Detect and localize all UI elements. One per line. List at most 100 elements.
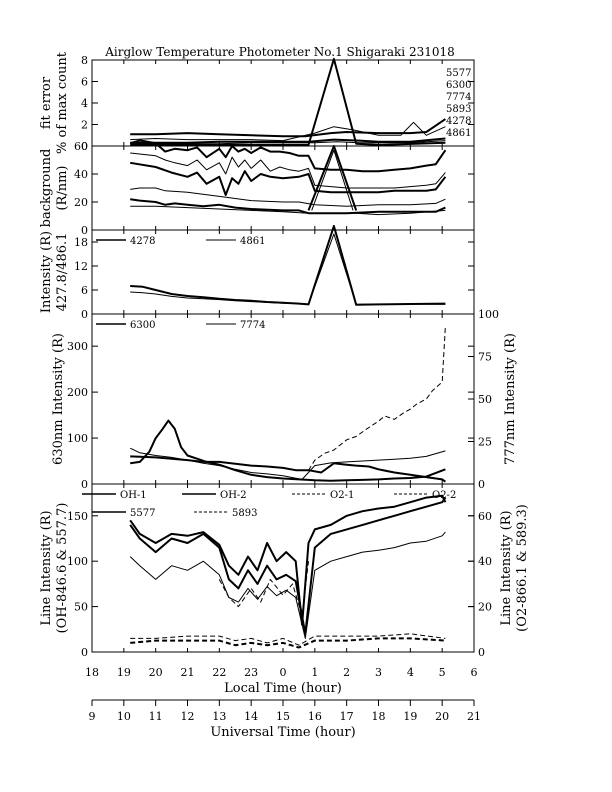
legend-label-O2-1: O2-1 <box>330 490 354 501</box>
y-tick-label-intensity4278: 12 <box>74 260 88 273</box>
lt-tick-label: 4 <box>407 666 414 679</box>
ut-tick-label: 12 <box>181 710 195 723</box>
y-tick-label-background: 20 <box>74 196 88 209</box>
y-tick-label-right-lineintensity: 0 <box>478 646 485 659</box>
lt-tick-label: 5 <box>439 666 446 679</box>
legend-label-5893: 5893 <box>232 508 257 519</box>
series-line-intensity4278-4278 <box>130 225 446 306</box>
lt-tick-label: 22 <box>212 666 226 679</box>
legend-label-5893: 5893 <box>446 104 471 115</box>
lt-tick-label: 0 <box>280 666 287 679</box>
y-tick-label-background: 60 <box>74 140 88 153</box>
legend-label-4861: 4861 <box>240 236 265 247</box>
y-tick-label-fiterror: 4 <box>81 97 88 110</box>
y-tick-label-intensity630: 300 <box>67 340 88 353</box>
y-tick-label-right-lineintensity: 40 <box>478 555 492 568</box>
series-line-intensity630-7774 <box>308 325 446 471</box>
lt-tick-label: 21 <box>181 666 195 679</box>
ut-tick-label: 10 <box>117 710 131 723</box>
series-line-intensity630-second-thick <box>130 455 446 483</box>
y-tick-label-intensity4278: 6 <box>81 284 88 297</box>
series-line-background-d <box>130 187 446 207</box>
y-axis-label-intensity4278: Intensity (R) <box>39 231 54 313</box>
series-line-lineintensity-OH-2 <box>129 531 446 639</box>
ut-tick-label: 13 <box>212 710 226 723</box>
legend-label-7774: 7774 <box>240 320 265 331</box>
y-tick-label-fiterror: 0 <box>81 140 88 153</box>
series-line-background-e <box>130 198 446 215</box>
legend-label-4278: 4278 <box>130 236 155 247</box>
y-axis-label-fiterror: % of max count <box>55 51 70 154</box>
series-line-lineintensity-O2-2 <box>130 633 446 646</box>
legend-label-6300: 6300 <box>130 320 155 331</box>
series-line-fiterror-4278 <box>130 57 446 146</box>
y-tick-label-fiterror: 2 <box>81 119 88 132</box>
y-tick-label-fiterror: 8 <box>81 54 88 67</box>
y-axis-label-fiterror: fit error <box>39 76 54 129</box>
ut-tick-label: 20 <box>435 710 449 723</box>
panel-frames <box>91 59 475 706</box>
lt-tick-label: 23 <box>244 666 258 679</box>
legend-label-5577: 5577 <box>130 508 155 519</box>
series-line-intensity4278-4861 <box>130 233 446 305</box>
y-tick-label-background: 40 <box>74 168 88 181</box>
y-axis-label-right-lineintensity: (O2-866.1 & 589.3) <box>515 504 530 632</box>
y-axis-label-lineintensity: (OH-846.6 & 557.7) <box>55 503 70 634</box>
legend-label-7774: 7774 <box>446 92 471 103</box>
series-line-background-g <box>307 145 358 211</box>
lt-tick-label: 2 <box>343 666 350 679</box>
series-lines <box>129 57 447 649</box>
y-tick-label-lineintensity: 100 <box>67 555 88 568</box>
y-tick-label-right-lineintensity: 60 <box>478 510 492 523</box>
series-line-intensity630-6300-thick <box>130 419 446 482</box>
series-line-fiterror-4861 <box>130 140 446 145</box>
series-line-background-c <box>130 161 447 196</box>
ut-tick-label: 16 <box>308 710 322 723</box>
y-tick-label-right-intensity630: 0 <box>478 478 485 491</box>
y-axis-label-right-intensity630: 777nm Intensity (R) <box>503 333 518 465</box>
legend-label-OH-1: OH-1 <box>120 490 147 501</box>
ut-tick-label: 17 <box>340 710 354 723</box>
y-axis-label-background: background <box>39 149 54 228</box>
ut-tick-label: 9 <box>89 710 96 723</box>
series-line-background-b <box>130 152 446 189</box>
lt-tick-label: 18 <box>85 666 99 679</box>
legend-label-4861: 4861 <box>446 128 471 139</box>
y-tick-label-lineintensity: 0 <box>81 646 88 659</box>
series-line-background-a <box>129 139 447 173</box>
lt-tick-label: 20 <box>149 666 163 679</box>
series-line-background-f <box>130 205 446 216</box>
y-tick-label-intensity4278: 0 <box>81 308 88 321</box>
ut-axis-title: Universal Time (hour) <box>210 725 355 740</box>
legend-label-OH-2: OH-2 <box>220 490 247 501</box>
series-line-lineintensity-5893 <box>218 561 309 617</box>
y-tick-label-lineintensity: 50 <box>74 601 88 614</box>
y-tick-label-intensity630: 100 <box>67 432 88 445</box>
series-line-lineintensity-O2-1 <box>130 637 446 649</box>
legend-label-5577: 5577 <box>446 68 471 79</box>
y-tick-label-right-intensity630: 25 <box>478 436 492 449</box>
y-tick-label-right-intensity630: 100 <box>478 308 499 321</box>
y-tick-label-intensity630: 0 <box>81 478 88 491</box>
series-line-background-h <box>311 149 354 211</box>
series-line-intensity630-6300-thin <box>129 447 446 480</box>
series-line-fiterror-5577 <box>130 118 446 138</box>
panel-frame-intensity630 <box>91 313 475 485</box>
y-tick-label-lineintensity: 150 <box>67 510 88 523</box>
ut-tick-label: 19 <box>403 710 417 723</box>
ut-tick-label: 11 <box>149 710 163 723</box>
lt-tick-label: 19 <box>117 666 131 679</box>
legend-label-6300: 6300 <box>446 80 471 91</box>
lt-tick-label: 1 <box>311 666 318 679</box>
legend-label-4278: 4278 <box>446 116 471 127</box>
ut-tick-label: 21 <box>467 710 481 723</box>
y-axis-label-intensity630: 630nm Intensity (R) <box>51 333 66 465</box>
y-axis-label-lineintensity: Line Intensity (R) <box>39 510 54 625</box>
series-line-fiterror-7774 <box>130 137 446 144</box>
chart-title: Airglow Temperature Photometer No.1 Shig… <box>104 45 455 59</box>
series-line-lineintensity-5577 <box>129 494 447 626</box>
y-axis-label-intensity4278: 427.8/486.1 <box>55 233 70 312</box>
series-line-lineintensity-OH-1 <box>129 497 447 635</box>
